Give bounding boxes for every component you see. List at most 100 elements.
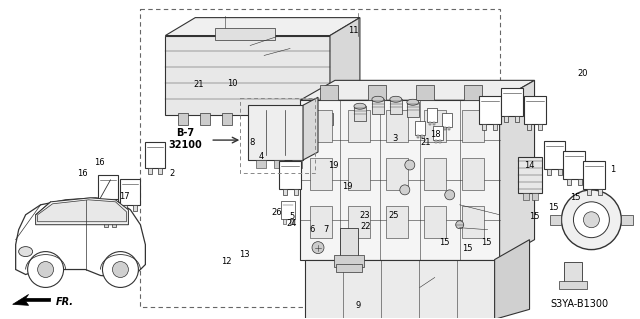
Bar	[543, 141, 566, 169]
Bar	[320, 85, 338, 100]
Bar	[527, 124, 531, 130]
Circle shape	[573, 202, 609, 238]
Bar	[340, 228, 358, 263]
Text: 15: 15	[481, 238, 492, 247]
Text: 7: 7	[324, 225, 329, 234]
Bar	[584, 161, 605, 189]
Bar	[587, 189, 591, 195]
Circle shape	[584, 212, 600, 228]
Bar	[179, 113, 188, 125]
Bar	[354, 106, 366, 121]
Bar	[124, 205, 127, 211]
Bar	[336, 263, 362, 271]
Bar	[424, 206, 445, 238]
Text: S3YA-B1300: S3YA-B1300	[550, 299, 609, 309]
Bar	[416, 85, 434, 100]
Bar	[429, 122, 431, 125]
Circle shape	[445, 190, 454, 200]
Polygon shape	[36, 198, 129, 225]
Bar	[621, 215, 634, 225]
Bar	[348, 158, 370, 190]
Text: 14: 14	[524, 161, 534, 170]
Bar	[372, 99, 384, 114]
Bar	[158, 168, 163, 174]
Text: FR.: FR.	[56, 297, 74, 308]
Bar	[564, 262, 582, 286]
Bar	[222, 113, 232, 125]
Bar	[215, 27, 275, 40]
Text: 6: 6	[309, 225, 314, 234]
Circle shape	[312, 241, 324, 254]
Bar	[323, 113, 333, 125]
Bar	[348, 206, 370, 238]
Bar	[415, 121, 425, 135]
Text: 21: 21	[193, 80, 204, 89]
Polygon shape	[13, 294, 51, 305]
Bar	[133, 205, 138, 211]
Bar	[417, 135, 419, 138]
Text: 9: 9	[356, 301, 361, 310]
Bar	[294, 189, 298, 195]
Text: 2: 2	[169, 169, 175, 178]
Bar	[283, 219, 286, 224]
Circle shape	[28, 252, 63, 287]
Bar	[281, 201, 295, 219]
Bar	[248, 105, 303, 160]
Text: 24: 24	[286, 219, 296, 227]
Text: 20: 20	[578, 69, 588, 78]
Bar	[102, 199, 118, 221]
Bar	[145, 142, 165, 168]
Bar	[292, 160, 302, 168]
Bar	[310, 110, 332, 142]
Bar	[386, 110, 408, 142]
Ellipse shape	[407, 99, 419, 105]
Bar	[493, 124, 497, 130]
Bar	[461, 206, 484, 238]
Bar	[368, 85, 386, 100]
Bar	[102, 201, 106, 207]
Text: 17: 17	[118, 191, 129, 201]
Text: 22: 22	[361, 222, 371, 231]
Bar	[407, 102, 419, 117]
Bar	[310, 206, 332, 238]
Text: 1: 1	[610, 165, 615, 174]
Text: B-7: B-7	[176, 128, 195, 138]
Bar	[310, 158, 332, 190]
Polygon shape	[495, 240, 529, 319]
Circle shape	[102, 252, 138, 287]
Bar	[559, 281, 588, 289]
Bar	[515, 116, 519, 122]
Bar	[165, 35, 330, 115]
Bar	[386, 206, 408, 238]
Text: 15: 15	[438, 238, 449, 247]
Bar	[348, 110, 370, 142]
Bar	[482, 124, 486, 130]
Text: 15: 15	[529, 212, 539, 221]
Polygon shape	[500, 80, 534, 260]
Text: 19: 19	[342, 182, 353, 191]
Bar	[433, 122, 435, 125]
Bar	[290, 219, 293, 224]
Bar	[104, 221, 108, 227]
Polygon shape	[38, 200, 127, 222]
Bar	[200, 113, 210, 125]
Bar	[442, 113, 452, 127]
Bar	[444, 127, 445, 130]
Bar	[305, 113, 315, 125]
Text: 32100: 32100	[168, 140, 202, 150]
Text: 26: 26	[271, 208, 282, 217]
Text: 25: 25	[388, 211, 399, 219]
Text: 13: 13	[239, 250, 250, 259]
Bar	[390, 99, 402, 114]
Text: 3: 3	[393, 134, 398, 143]
Bar	[111, 201, 115, 207]
Text: 16: 16	[77, 169, 88, 178]
Circle shape	[400, 185, 410, 195]
Bar	[448, 127, 450, 130]
Polygon shape	[165, 18, 360, 35]
Bar	[256, 160, 266, 168]
Bar	[283, 189, 287, 195]
Text: 16: 16	[94, 158, 105, 167]
Text: 21: 21	[420, 137, 431, 146]
Bar	[518, 157, 541, 193]
